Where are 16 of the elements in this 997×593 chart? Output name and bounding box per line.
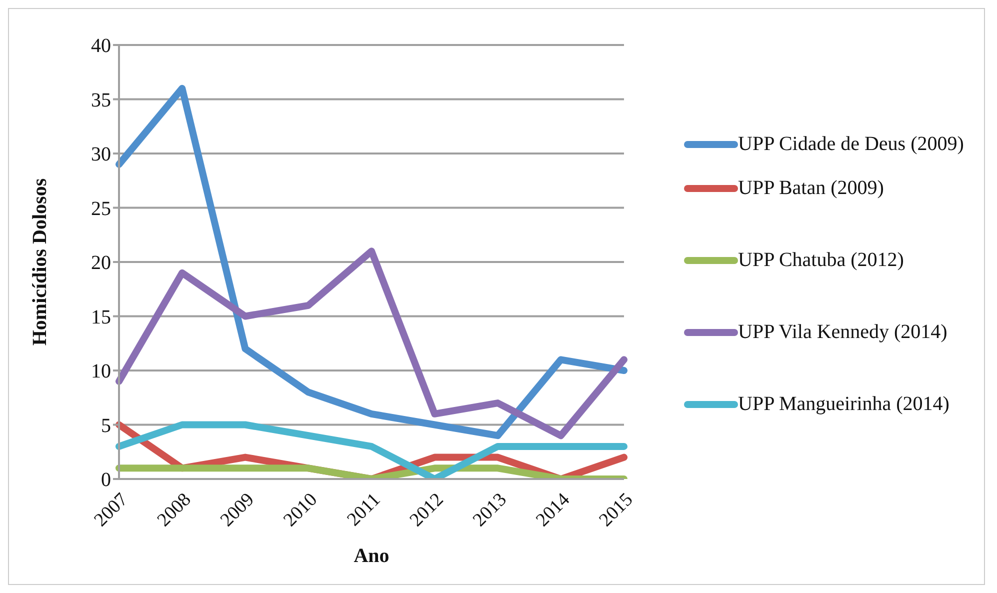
y-tick-label: 5	[101, 414, 111, 437]
y-tick-label: 0	[101, 469, 111, 492]
legend-label: UPP Chatuba (2012)	[738, 248, 904, 272]
y-axis-title: Homicídios Dolosos	[29, 178, 52, 346]
x-axis-title: Ano	[354, 545, 390, 567]
y-tick-label: 30	[91, 144, 111, 166]
y-tick-label: 35	[91, 89, 111, 112]
legend-label: UPP Mangueirinha (2014)	[738, 392, 950, 416]
legend-label: UPP Batan (2009)	[738, 176, 884, 200]
y-tick-label: 40	[91, 35, 111, 58]
y-tick-label: 10	[91, 360, 111, 383]
y-tick-label: 25	[91, 198, 111, 220]
y-tick-label: 15	[91, 306, 111, 328]
legend-label: UPP Vila Kennedy (2014)	[738, 320, 948, 344]
legend-label: UPP Cidade de Deus (2009)	[738, 132, 964, 156]
y-tick-label: 20	[91, 252, 111, 274]
